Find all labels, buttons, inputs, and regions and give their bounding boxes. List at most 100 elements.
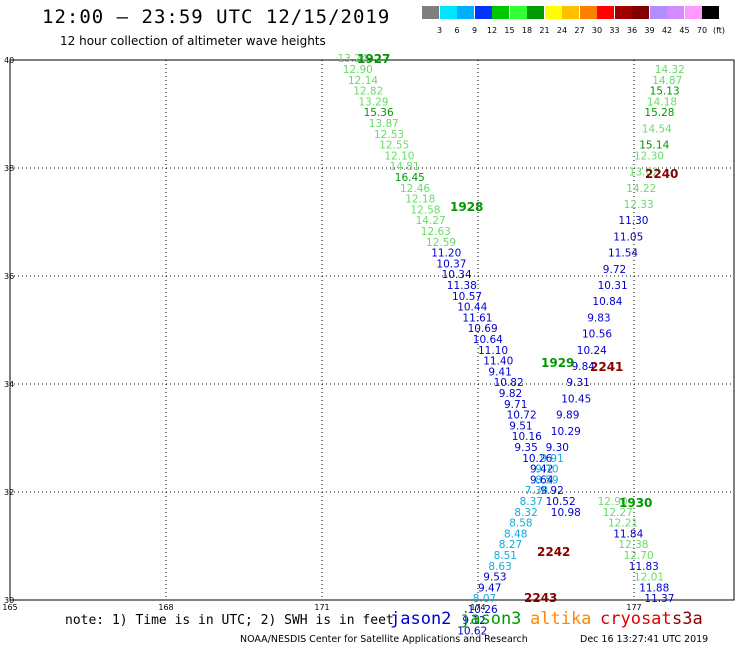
wave-height-label: 14.32 [655,64,685,76]
pass-time-label: 1928 [450,200,483,214]
legend-swatch [667,6,684,19]
wave-height-label: 13.29 [358,96,388,108]
wave-height-label: 9.35 [514,442,537,454]
legend-level: 39 [644,26,655,35]
pass-time-labels: 1927 1928 1929 1930 2240 2241 2242 2243 [357,52,678,605]
satellite-label-altika: altika [530,609,592,629]
wave-height-label: 10.45 [561,393,591,405]
wave-height-label: 12.01 [634,572,664,584]
wave-height-label: 12.10 [384,150,414,162]
legend-unit: (ft) [713,26,726,35]
wave-height-label: 10.56 [582,329,612,341]
wave-height-label: 12.58 [410,204,440,216]
wave-height-label: 9.71 [504,399,527,411]
wave-height-label: 8.59 [535,474,558,486]
wave-height-label: 8.58 [509,518,532,530]
wave-height-label: 10.26 [522,453,552,465]
wave-height-label: 8.51 [494,550,517,562]
wave-height-label: 10.82 [494,377,524,389]
legend-level: 36 [626,26,638,35]
lon-tick-label: 165 [2,603,17,612]
pass-time-label: 2243 [524,591,557,605]
map-frame [9,59,735,601]
legend-level: 24 [556,26,568,35]
legend-level: 70 [696,26,708,35]
wave-height-label: 10.52 [546,496,576,508]
wave-height-label: 10.44 [457,302,487,314]
wave-height-label: 10.57 [452,291,482,303]
wave-height-label: 11.05 [613,231,643,243]
pass-time-label: 1927 [357,52,390,66]
legend-swatch [649,6,667,19]
map-subtitle: 12 hour collection of altimeter wave hei… [60,34,326,48]
wave-height-label: 9.84 [572,361,596,373]
wave-height-label: 11.38 [447,280,477,292]
legend-swatch [614,6,632,19]
pass-time-label: 2242 [537,545,570,559]
legend-swatch [632,6,649,19]
wave-height-label: 13.62 [629,167,659,179]
lon-tick-label: 168 [158,603,173,612]
wave-height-label: 11.88 [639,582,669,594]
wave-height-label: 12.38 [618,539,648,551]
wave-height-label: 12.33 [624,199,654,211]
legend-level: 33 [609,26,620,35]
wave-height-label: 15.36 [364,107,394,119]
wave-height-label: 14.87 [652,75,682,87]
legend-level: 3 [436,26,443,35]
legend-swatch [492,6,509,19]
legend-level: 12 [486,26,498,35]
wave-height-label: 13.24 [338,53,368,65]
legend-level: 21 [539,26,550,35]
wave-height-label: 11.20 [431,248,461,260]
legend-swatch [597,6,614,19]
wave-height-label: 10.37 [436,258,466,270]
wave-height-label: 10.64 [473,334,503,346]
timestamp-text: Dec 16 13:27:41 UTC 2019 [580,634,709,645]
wave-height-label: 12.53 [374,129,404,141]
legend-level: 15 [504,26,515,35]
satellite-label-jason3: jason3 [460,609,522,629]
wave-height-label: 11.84 [613,528,643,540]
legend-swatch [527,6,544,19]
legend-swatch [422,6,439,19]
satellite-label-jason2: jason2 [390,609,452,629]
wave-height-label: 12.21 [608,518,638,530]
legend-level: 9 [471,26,478,35]
legend-level: 6 [454,26,460,35]
wave-height-label: 11.10 [478,345,508,357]
legend-swatch [684,6,702,19]
map-title: 12:00 – 23:59 UTC 12/15/2019 [42,6,391,28]
lat-tick-label: 32 [4,488,14,497]
legend-level: 45 [679,26,690,35]
wave-height-label: 12.90 [343,64,373,76]
wave-height-label: 9.72 [603,264,626,276]
wave-height-label: 8.07 [473,593,496,605]
wave-height-label: 12.14 [348,75,378,87]
wave-height-label: 9.53 [483,572,506,584]
wave-height-label: 10.31 [598,280,628,292]
wave-height-label: 8.32 [514,507,537,519]
wave-height-label: 12.27 [603,507,633,519]
credit-text: NOAA/NESDIS Center for Satellite Applica… [240,634,528,645]
wave-height-label: 11.30 [618,215,648,227]
pass-time-label: 2241 [590,360,623,374]
legend-level: 30 [591,26,603,35]
wave-height-labels: 13.2412.9012.1412.8213.2915.3613.8712.53… [338,53,685,637]
legend-swatch [439,6,457,19]
legend-swatch [702,6,719,19]
wave-height-label: 12.30 [634,150,664,162]
wave-height-label: 9.91 [540,453,563,465]
wave-height-label: 11.54 [608,248,638,260]
wave-height-label: 12.90 [598,496,628,508]
wave-height-label: 9.42 [530,464,553,476]
wave-height-label: 12.70 [624,550,654,562]
wave-height-label: 14.54 [642,123,672,135]
footer-note: note: 1) Time is in UTC; 2) SWH is in fe… [65,613,394,628]
wave-height-label: 14.81 [390,161,420,173]
wave-height-label: 10.16 [512,431,542,443]
wave-height-label: 12.63 [421,226,451,238]
wave-height-label: 9.51 [509,420,532,432]
wave-height-label: 12.59 [426,237,456,249]
